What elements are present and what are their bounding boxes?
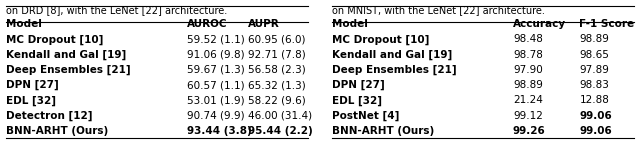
Text: 99.12: 99.12	[513, 111, 543, 121]
Text: 92.71 (7.8): 92.71 (7.8)	[248, 50, 305, 59]
Text: Deep Ensembles [21]: Deep Ensembles [21]	[6, 65, 131, 75]
Text: 99.06: 99.06	[579, 126, 612, 136]
Text: 99.26: 99.26	[513, 126, 546, 136]
Text: 90.74 (9.9): 90.74 (9.9)	[188, 111, 245, 121]
Text: 97.89: 97.89	[579, 65, 609, 75]
Text: on MNIST, with the LeNet [22] architecture.: on MNIST, with the LeNet [22] architectu…	[332, 5, 545, 15]
Text: 58.22 (9.6): 58.22 (9.6)	[248, 95, 305, 105]
Text: EDL [32]: EDL [32]	[6, 95, 56, 106]
Text: 91.06 (9.8): 91.06 (9.8)	[188, 50, 245, 59]
Text: EDL [32]: EDL [32]	[332, 95, 382, 106]
Text: 99.06: 99.06	[579, 111, 612, 121]
Text: 97.90: 97.90	[513, 65, 543, 75]
Text: 95.44 (2.2): 95.44 (2.2)	[248, 126, 312, 136]
Text: AUPR: AUPR	[248, 19, 280, 29]
Text: 98.78: 98.78	[513, 50, 543, 59]
Text: on DRD [8], with the LeNet [22] architecture.: on DRD [8], with the LeNet [22] architec…	[6, 5, 228, 15]
Text: F-1 Score: F-1 Score	[579, 19, 634, 29]
Text: DPN [27]: DPN [27]	[6, 80, 59, 90]
Text: MC Dropout [10]: MC Dropout [10]	[332, 34, 429, 45]
Text: 59.52 (1.1): 59.52 (1.1)	[188, 34, 245, 44]
Text: 12.88: 12.88	[579, 95, 609, 105]
Text: 98.89: 98.89	[579, 34, 609, 44]
Text: 46.00 (31.4): 46.00 (31.4)	[248, 111, 312, 121]
Text: Model: Model	[332, 19, 368, 29]
Text: Kendall and Gal [19]: Kendall and Gal [19]	[332, 50, 452, 60]
Text: 98.89: 98.89	[513, 80, 543, 90]
Text: 65.32 (1.3): 65.32 (1.3)	[248, 80, 305, 90]
Text: 98.48: 98.48	[513, 34, 543, 44]
Text: 60.95 (6.0): 60.95 (6.0)	[248, 34, 305, 44]
Text: 56.58 (2.3): 56.58 (2.3)	[248, 65, 305, 75]
Text: 59.67 (1.3): 59.67 (1.3)	[188, 65, 245, 75]
Text: 93.44 (3.8): 93.44 (3.8)	[188, 126, 252, 136]
Text: Kendall and Gal [19]: Kendall and Gal [19]	[6, 50, 127, 60]
Text: 53.01 (1.9): 53.01 (1.9)	[188, 95, 245, 105]
Text: AUROC: AUROC	[188, 19, 228, 29]
Text: 21.24: 21.24	[513, 95, 543, 105]
Text: 98.65: 98.65	[579, 50, 609, 59]
Text: BNN-ARHT (Ours): BNN-ARHT (Ours)	[332, 126, 435, 136]
Text: Detectron [12]: Detectron [12]	[6, 111, 93, 121]
Text: Accuracy: Accuracy	[513, 19, 566, 29]
Text: Model: Model	[6, 19, 42, 29]
Text: 98.83: 98.83	[579, 80, 609, 90]
Text: MC Dropout [10]: MC Dropout [10]	[6, 34, 104, 45]
Text: 60.57 (1.1): 60.57 (1.1)	[188, 80, 245, 90]
Text: BNN-ARHT (Ours): BNN-ARHT (Ours)	[6, 126, 109, 136]
Text: Deep Ensembles [21]: Deep Ensembles [21]	[332, 65, 457, 75]
Text: DPN [27]: DPN [27]	[332, 80, 385, 90]
Text: PostNet [4]: PostNet [4]	[332, 111, 399, 121]
